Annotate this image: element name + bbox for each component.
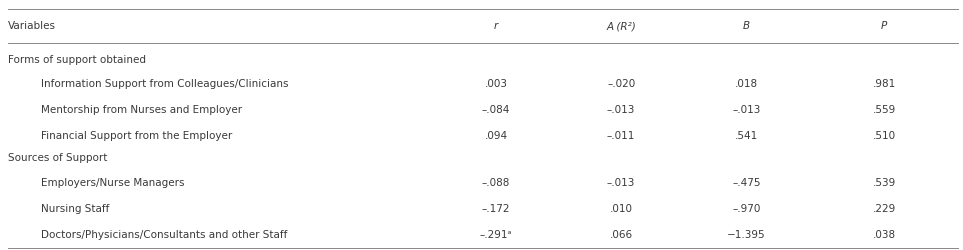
Text: .066: .066 xyxy=(610,230,633,240)
Text: .229: .229 xyxy=(872,204,896,214)
Text: .510: .510 xyxy=(872,131,896,141)
Text: –.013: –.013 xyxy=(607,105,636,115)
Text: .094: .094 xyxy=(484,131,508,141)
Text: –.013: –.013 xyxy=(732,105,761,115)
Text: –.020: –.020 xyxy=(607,79,636,89)
Text: Doctors/Physicians/Consultants and other Staff: Doctors/Physicians/Consultants and other… xyxy=(41,230,288,240)
Text: Financial Support from the Employer: Financial Support from the Employer xyxy=(41,131,233,141)
Text: –.084: –.084 xyxy=(482,105,510,115)
Text: –.013: –.013 xyxy=(607,178,636,188)
Text: Variables: Variables xyxy=(8,21,56,31)
Text: .539: .539 xyxy=(872,178,896,188)
Text: Employers/Nurse Managers: Employers/Nurse Managers xyxy=(41,178,185,188)
Text: .038: .038 xyxy=(872,230,896,240)
Text: .018: .018 xyxy=(735,79,758,89)
Text: –.011: –.011 xyxy=(607,131,636,141)
Text: Forms of support obtained: Forms of support obtained xyxy=(8,55,145,65)
Text: Mentorship from Nurses and Employer: Mentorship from Nurses and Employer xyxy=(41,105,243,115)
Text: .559: .559 xyxy=(872,105,896,115)
Text: r: r xyxy=(494,21,498,31)
Text: .541: .541 xyxy=(735,131,758,141)
Text: –.088: –.088 xyxy=(482,178,510,188)
Text: Nursing Staff: Nursing Staff xyxy=(41,204,110,214)
Text: A (R²): A (R²) xyxy=(607,21,636,31)
Text: –.172: –.172 xyxy=(482,204,510,214)
Text: .003: .003 xyxy=(484,79,508,89)
Text: –.475: –.475 xyxy=(732,178,761,188)
Text: .981: .981 xyxy=(872,79,896,89)
Text: Information Support from Colleagues/Clinicians: Information Support from Colleagues/Clin… xyxy=(41,79,289,89)
Text: P: P xyxy=(881,21,887,31)
Text: B: B xyxy=(742,21,750,31)
Text: –.291ᵃ: –.291ᵃ xyxy=(480,230,512,240)
Text: −1.395: −1.395 xyxy=(727,230,766,240)
Text: Sources of Support: Sources of Support xyxy=(8,153,107,163)
Text: .010: .010 xyxy=(610,204,633,214)
Text: –.970: –.970 xyxy=(732,204,761,214)
